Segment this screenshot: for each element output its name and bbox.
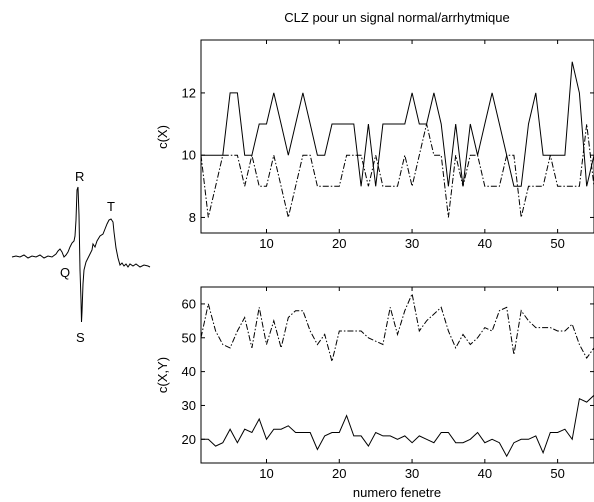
top-chart-ticks: 10 20 30 40 50 8 10 12 bbox=[182, 40, 594, 251]
top-chart-xtick-label: 30 bbox=[405, 236, 419, 251]
bottom-chart: 10 20 30 40 50 20 30 40 50 60 c(X,Y) numero fenet… bbox=[155, 286, 594, 500]
chart-title: CLZ pour un signal normal/arrhytmique bbox=[284, 10, 509, 25]
top-chart-series-solid-line bbox=[201, 61, 594, 187]
top-chart-ylabel: c(X) bbox=[155, 125, 170, 149]
bottom-chart-xtick-label: 20 bbox=[332, 466, 346, 481]
bottom-chart-ytick-label: 20 bbox=[182, 432, 196, 447]
bottom-chart-ytick-label: 40 bbox=[182, 364, 196, 379]
top-chart-ytick-label: 12 bbox=[182, 85, 196, 100]
bottom-chart-frame bbox=[200, 286, 594, 464]
bottom-chart-ytick-label: 30 bbox=[182, 398, 196, 413]
ecg-label-s: S bbox=[76, 330, 85, 345]
top-chart-ytick-label: 10 bbox=[182, 148, 196, 163]
top-chart: 10 20 30 40 50 8 10 12 c(X) bbox=[155, 39, 594, 251]
top-chart-xtick-label: 40 bbox=[478, 236, 492, 251]
ecg-label-r: R bbox=[75, 169, 84, 184]
top-chart-ytick-label: 8 bbox=[189, 210, 196, 225]
ecg-illustration: R T Q S bbox=[11, 169, 151, 345]
top-chart-xtick-label: 20 bbox=[332, 236, 346, 251]
top-chart-xtick-label: 10 bbox=[259, 236, 273, 251]
top-chart-frame bbox=[200, 39, 594, 234]
bottom-chart-ylabel: c(X,Y) bbox=[155, 357, 170, 393]
bottom-chart-xtick-label: 50 bbox=[550, 466, 564, 481]
bottom-chart-xlabel: numero fenetre bbox=[353, 485, 441, 500]
ecg-trace bbox=[11, 186, 151, 323]
bottom-chart-series bbox=[200, 292, 594, 458]
bottom-chart-ticks: 10 20 30 40 50 20 30 40 50 60 bbox=[182, 287, 594, 481]
ecg-label-t: T bbox=[107, 199, 115, 214]
bottom-chart-xtick-label: 40 bbox=[478, 466, 492, 481]
bottom-chart-series-solid-line bbox=[201, 394, 594, 458]
top-chart-xtick-label: 50 bbox=[550, 236, 564, 251]
top-chart-series-dashdot-line bbox=[200, 123, 594, 218]
bottom-chart-series-dashdot-line bbox=[200, 292, 594, 362]
top-chart-series bbox=[200, 61, 594, 218]
bottom-chart-xtick-label: 30 bbox=[405, 466, 419, 481]
bottom-chart-xtick-label: 10 bbox=[259, 466, 273, 481]
bottom-chart-ytick-label: 50 bbox=[182, 330, 196, 345]
ecg-label-q: Q bbox=[60, 265, 70, 280]
bottom-chart-ytick-label: 60 bbox=[182, 296, 196, 311]
